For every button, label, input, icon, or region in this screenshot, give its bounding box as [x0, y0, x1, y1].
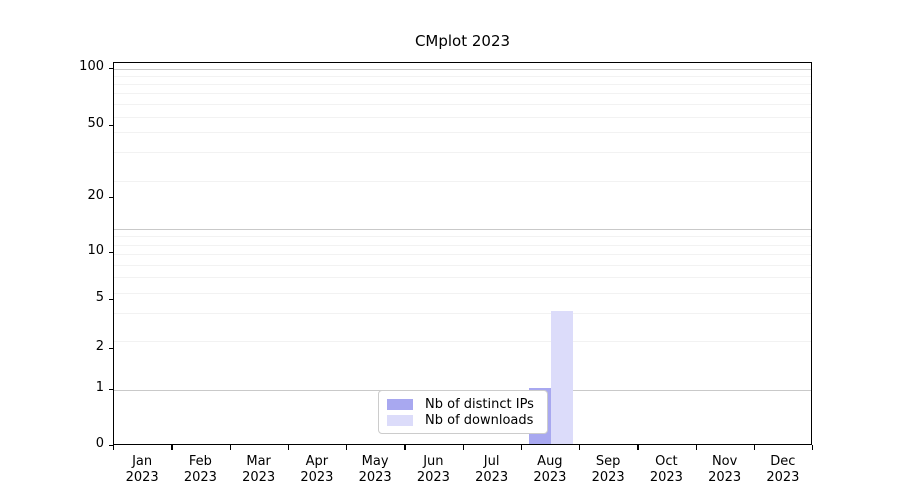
x-tick-year: 2023	[300, 470, 334, 485]
y-tick-label-2: 2	[95, 339, 104, 354]
x-tick-mark-oct	[637, 445, 639, 450]
x-tick-month: Oct	[655, 454, 678, 469]
x-tick-mark-nov	[695, 445, 697, 450]
x-tick-year: 2023	[183, 470, 217, 485]
x-tick-year: 2023	[358, 470, 392, 485]
legend-swatch-downloads	[387, 414, 413, 426]
x-tick-year: 2023	[416, 470, 450, 485]
x-tick-mark-end	[812, 445, 814, 450]
gridline-2	[114, 341, 811, 343]
x-tick-mark-jan	[113, 445, 115, 450]
bar-aug-series-1[interactable]	[550, 311, 573, 444]
y-tick-mark-20	[108, 196, 113, 198]
x-tick-label-apr: Apr 2023	[288, 454, 346, 486]
gridline-60	[114, 104, 811, 106]
plot-area	[113, 62, 812, 445]
legend-item-1[interactable]: Nb of downloads	[387, 412, 539, 428]
gridline-9	[114, 236, 811, 238]
x-tick-month: Feb	[188, 454, 212, 469]
x-tick-mark-mar	[229, 445, 231, 450]
x-tick-year: 2023	[591, 470, 625, 485]
legend-swatch-distinct-ips	[387, 398, 413, 410]
gridline-30	[114, 152, 811, 154]
x-tick-label-dec: Dec 2023	[754, 454, 812, 486]
x-tick-label-oct: Oct 2023	[637, 454, 695, 486]
y-tick-mark-50	[108, 124, 113, 126]
legend-label-distinct-ips: Nb of distinct IPs	[425, 396, 534, 412]
gridline-50	[114, 116, 811, 118]
chart-legend: Nb of distinct IPs Nb of downloads	[378, 390, 548, 434]
gridline-7	[114, 253, 811, 255]
y-tick-label-20: 20	[87, 188, 104, 203]
x-tick-year: 2023	[708, 470, 742, 485]
x-tick-mark-jun	[404, 445, 406, 450]
y-tick-mark-100	[108, 67, 113, 69]
x-tick-label-jul: Jul 2023	[463, 454, 521, 486]
x-tick-mark-jul	[462, 445, 464, 450]
x-tick-month: Nov	[711, 454, 738, 469]
x-tick-mark-sep	[579, 445, 581, 450]
y-tick-mark-0	[108, 444, 113, 446]
gridline-80	[114, 84, 811, 86]
y-tick-label-50: 50	[87, 116, 104, 131]
gridline-3	[114, 312, 811, 314]
chart-title: CMplot 2023	[414, 32, 511, 50]
x-tick-month: Sep	[595, 454, 621, 469]
gridline-4	[114, 292, 811, 294]
y-tick-label-1: 1	[95, 380, 104, 395]
x-tick-label-jun: Jun 2023	[404, 454, 462, 486]
y-tick-label-0: 0	[95, 436, 104, 451]
gridline-10	[114, 229, 811, 230]
x-tick-month: Mar	[246, 454, 271, 469]
x-tick-label-jan: Jan 2023	[113, 454, 171, 486]
y-tick-mark-1	[108, 388, 113, 390]
x-tick-month: Jun	[423, 454, 444, 469]
x-tick-month: Apr	[305, 454, 329, 469]
x-tick-month: Aug	[537, 454, 563, 469]
x-tick-label-nov: Nov 2023	[696, 454, 754, 486]
x-tick-mark-may	[346, 445, 348, 450]
x-tick-mark-aug	[520, 445, 522, 450]
x-tick-label-mar: Mar 2023	[230, 454, 288, 486]
gridline-70	[114, 93, 811, 95]
y-tick-label-100: 100	[79, 59, 104, 74]
x-tick-label-may: May 2023	[346, 454, 404, 486]
gridline-90	[114, 75, 811, 77]
x-tick-month: Jan	[132, 454, 153, 469]
x-tick-month: Jul	[483, 454, 500, 469]
gridline-5	[114, 277, 811, 279]
x-tick-month: Dec	[770, 454, 796, 469]
y-tick-mark-5	[108, 298, 113, 300]
x-tick-year: 2023	[125, 470, 159, 485]
x-tick-label-aug: Aug 2023	[521, 454, 579, 486]
gridline-40	[114, 132, 811, 134]
y-tick-label-5: 5	[95, 290, 104, 305]
x-tick-year: 2023	[242, 470, 276, 485]
x-tick-label-feb: Feb 2023	[171, 454, 229, 486]
gridline-20	[114, 180, 811, 182]
x-tick-year: 2023	[766, 470, 800, 485]
gridline-6	[114, 264, 811, 266]
y-tick-mark-2	[108, 347, 113, 349]
legend-item-0[interactable]: Nb of distinct IPs	[387, 396, 539, 412]
x-tick-year: 2023	[533, 470, 567, 485]
gridline-8	[114, 244, 811, 246]
x-tick-month: May	[361, 454, 389, 469]
x-tick-mark-apr	[287, 445, 289, 450]
x-tick-mark-feb	[171, 445, 173, 450]
legend-label-downloads: Nb of downloads	[425, 412, 534, 428]
x-tick-year: 2023	[649, 470, 683, 485]
y-tick-mark-10	[108, 251, 113, 253]
x-tick-label-sep: Sep 2023	[579, 454, 637, 486]
x-tick-mark-dec	[753, 445, 755, 450]
gridline-100	[114, 68, 811, 70]
x-tick-year: 2023	[475, 470, 509, 485]
y-tick-label-10: 10	[87, 243, 104, 258]
